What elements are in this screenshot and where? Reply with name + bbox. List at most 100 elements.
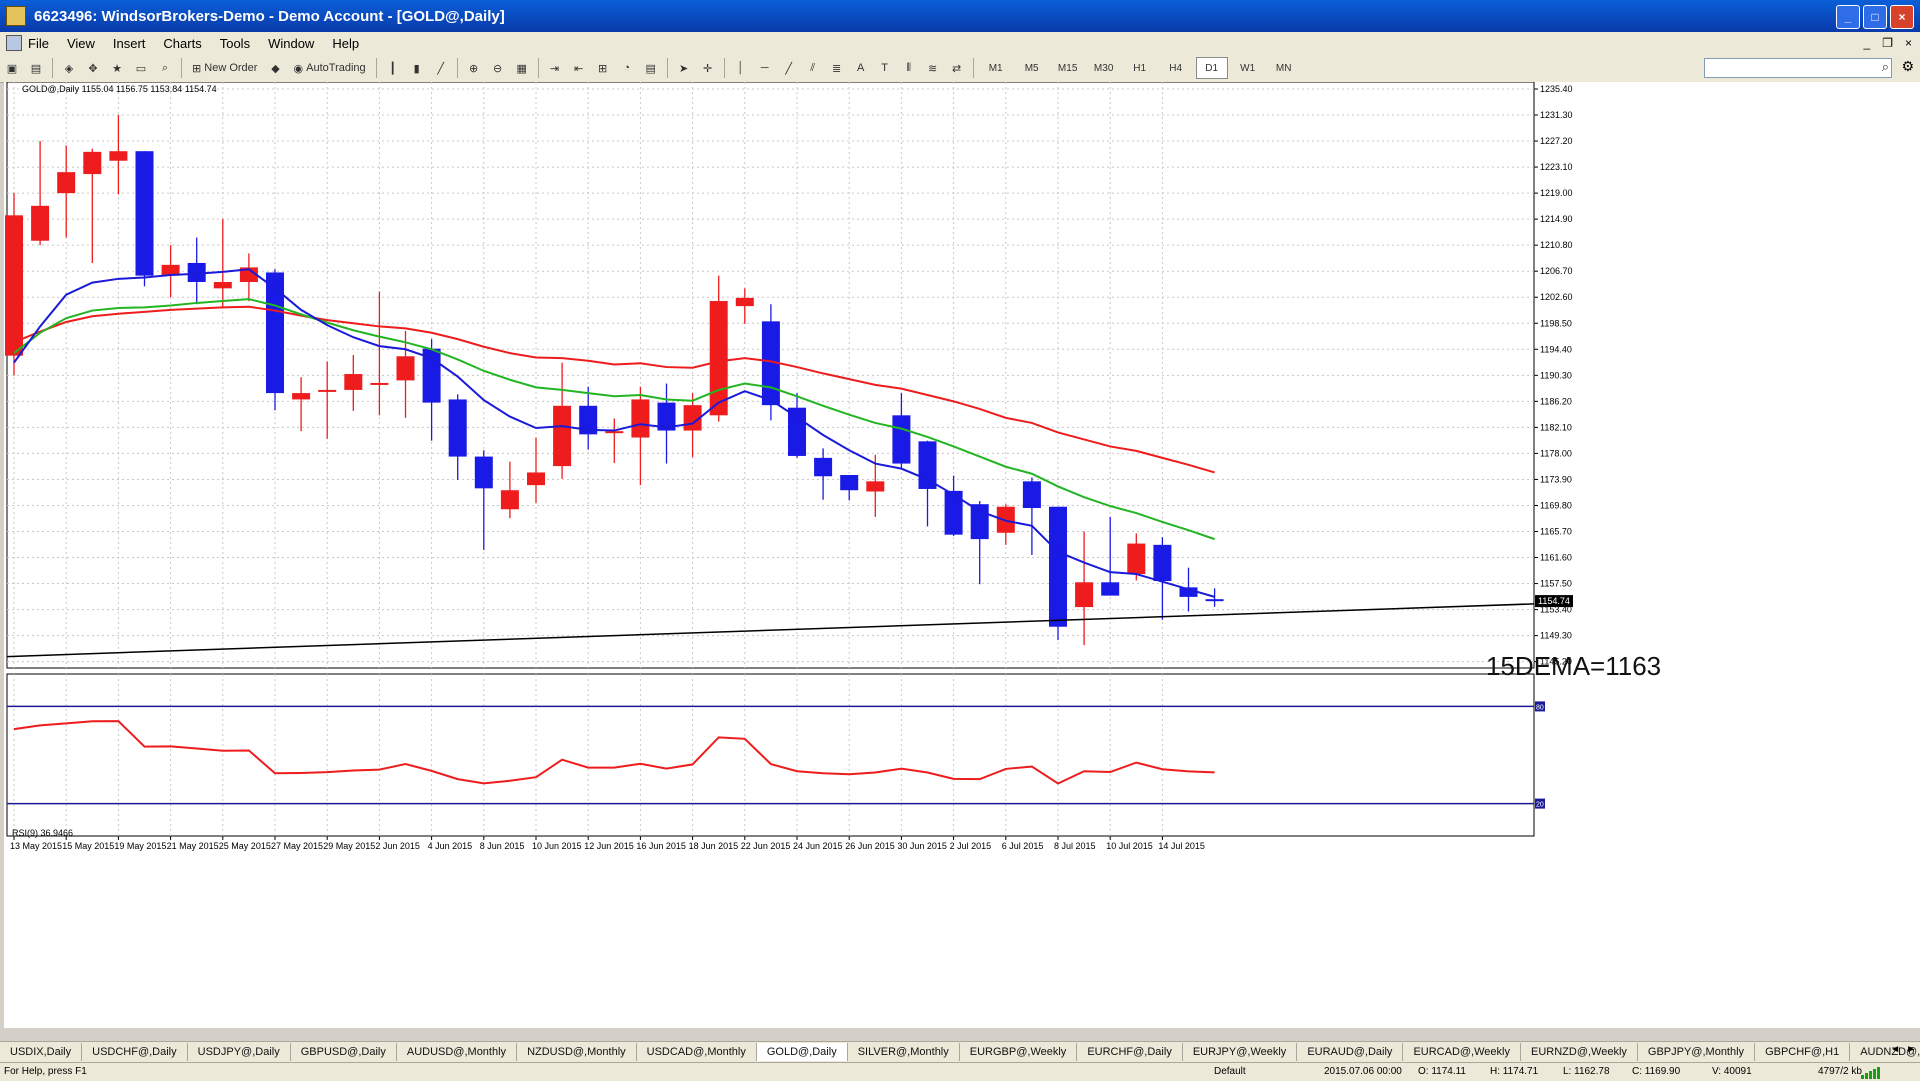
chart-window-icon[interactable] — [6, 35, 22, 51]
chart-tab[interactable]: SILVER@,Monthly — [848, 1043, 960, 1061]
text-icon[interactable]: A — [856, 62, 865, 74]
cursor-icon[interactable]: ➤ — [679, 62, 689, 75]
chart-tab[interactable]: USDCAD@,Monthly — [637, 1043, 757, 1061]
minimize-button[interactable]: _ — [1836, 5, 1860, 29]
chart-tab[interactable]: GBPJPY@,Monthly — [1638, 1043, 1756, 1061]
indicators-icon[interactable]: ⊞ — [598, 62, 608, 75]
status-bar: For Help, press F1 Default 2015.07.06 00… — [0, 1062, 1920, 1081]
fibo-fan-icon[interactable]: ≋ — [928, 62, 938, 75]
templates-icon[interactable]: ▤ — [645, 62, 656, 75]
candle-body — [605, 431, 624, 434]
chart-tab[interactable]: GBPUSD@,Daily — [291, 1043, 397, 1061]
period-m15[interactable]: M15 — [1057, 62, 1078, 74]
chart-tab[interactable]: AUDNZD@,Daily — [1850, 1043, 1920, 1061]
toolbar-separator — [456, 58, 458, 78]
label-icon[interactable]: T — [881, 62, 889, 74]
chart-tab[interactable]: USDCHF@,Daily — [82, 1043, 188, 1061]
chart-tab[interactable]: EURGBP@,Weekly — [960, 1043, 1078, 1061]
menu-view[interactable]: View — [66, 35, 95, 51]
chart-tab[interactable]: EURCAD@,Weekly — [1403, 1043, 1521, 1061]
menu-help[interactable]: Help — [332, 35, 360, 51]
line-chart-icon[interactable]: ╱ — [437, 62, 444, 75]
tab-scroll-arrows[interactable]: ◄ ► — [1890, 1044, 1916, 1055]
tester-icon[interactable]: ⌕ — [161, 61, 169, 74]
date-tick-label: 29 May 2015 — [323, 841, 375, 851]
chart-tab[interactable]: GOLD@,Daily — [756, 1043, 848, 1061]
equidistant-icon[interactable]: ⫽ — [810, 61, 816, 74]
trendline-icon[interactable]: ╱ — [785, 62, 792, 75]
tab-scroll-right-icon[interactable]: ► — [1906, 1044, 1916, 1055]
favorites-icon[interactable]: ★ — [112, 62, 122, 75]
tab-scroll-left-icon[interactable]: ◄ — [1890, 1044, 1901, 1055]
chart-shift-icon[interactable]: ⇥ — [550, 62, 560, 75]
chart-canvas[interactable]: 1235.40 1231.30 1227.20 1223.10 1219.00 1214.… — [4, 81, 1920, 1028]
period-d1[interactable]: D1 — [1195, 57, 1228, 79]
chart-tab[interactable]: AUDUSD@,Monthly — [397, 1043, 518, 1061]
status-close: C: 1169.90 — [1632, 1066, 1681, 1077]
search-icon[interactable]: ⌕ — [1881, 59, 1889, 74]
period-h4[interactable]: H4 — [1169, 62, 1183, 74]
zoom-in-icon[interactable]: ⊕ — [469, 62, 479, 75]
menu-window[interactable]: Window — [268, 35, 315, 51]
maximize-button[interactable]: □ — [1863, 5, 1887, 29]
fibo-icon[interactable]: ≣ — [832, 62, 842, 75]
date-tick-label: 2 Jul 2015 — [950, 841, 992, 851]
crosshair-icon[interactable]: ✛ — [703, 62, 713, 75]
new-chart-icon[interactable]: ▣ — [6, 62, 18, 75]
candle-body — [709, 301, 728, 416]
metaeditor-icon[interactable]: ◆ — [271, 62, 280, 75]
search-input[interactable]: ⌕ — [1704, 58, 1892, 78]
candle-body — [1101, 582, 1120, 596]
settings-icon[interactable]: ⚙ — [1901, 58, 1914, 74]
chart-tab[interactable]: EURJPY@,Weekly — [1183, 1043, 1298, 1061]
chart-tab[interactable]: EURNZD@,Weekly — [1521, 1043, 1638, 1061]
mdi-restore-button[interactable]: ❐ — [1882, 36, 1893, 50]
period-w1[interactable]: W1 — [1240, 62, 1256, 74]
chart-tab[interactable]: EURCHF@,Daily — [1077, 1043, 1183, 1061]
period-mn[interactable]: MN — [1275, 62, 1292, 74]
menu-tools[interactable]: Tools — [219, 35, 251, 51]
period-m30[interactable]: M30 — [1093, 62, 1114, 74]
chart-tab[interactable]: NZDUSD@,Monthly — [517, 1043, 637, 1061]
period-h1[interactable]: H1 — [1133, 62, 1147, 74]
chart-tab[interactable]: USDIX,Daily — [0, 1043, 83, 1061]
date-tick-label: 15 May 2015 — [62, 841, 114, 851]
market-watch-icon[interactable]: ◈ — [64, 62, 74, 75]
chart-tab[interactable]: GBPCHF@,H1 — [1755, 1043, 1851, 1061]
profiles-icon[interactable]: ▤ — [30, 62, 42, 75]
new-order-label: New Order — [204, 62, 258, 74]
menu-bar: File View Insert Charts Tools Window Hel… — [0, 32, 1920, 55]
date-tick-label: 21 May 2015 — [167, 841, 219, 851]
close-button[interactable]: × — [1890, 5, 1914, 29]
candlestick-icon[interactable]: ▮ — [413, 62, 420, 75]
autoscroll-icon[interactable]: ⇤ — [574, 62, 584, 75]
new-order-button[interactable]: ⊞ New Order — [188, 58, 261, 78]
mdi-minimize-button[interactable]: _ — [1863, 36, 1871, 50]
menu-insert[interactable]: Insert — [112, 35, 146, 51]
menu-file[interactable]: File — [28, 35, 49, 51]
mdi-close-button[interactable]: × — [1904, 36, 1912, 50]
terminal-icon[interactable]: ▭ — [135, 62, 147, 75]
candle-body — [553, 405, 572, 467]
chart-window[interactable]: 1235.40 1231.30 1227.20 1223.10 1219.00 1214.… — [4, 81, 1920, 1028]
bar-chart-icon[interactable]: ┃ — [389, 62, 396, 75]
hline-icon[interactable]: ─ — [760, 62, 769, 74]
toolbar-separator — [181, 58, 182, 78]
chart-tab[interactable]: USDJPY@,Daily — [188, 1043, 291, 1061]
gann-icon[interactable]: ⦀ — [906, 61, 912, 74]
tile-icon[interactable]: ▦ — [516, 62, 527, 75]
zoom-out-icon[interactable]: ⊖ — [493, 62, 503, 75]
navigator-icon[interactable]: ✥ — [88, 62, 98, 75]
autotrading-label: AutoTrading — [306, 62, 366, 74]
last-price-marker — [1535, 595, 1573, 608]
period-icon[interactable]: ◔ — [623, 62, 630, 74]
chart-tab[interactable]: EURAUD@,Daily — [1297, 1043, 1404, 1061]
arrows-icon[interactable]: ⇄ — [952, 62, 962, 75]
menu-charts[interactable]: Charts — [163, 35, 202, 51]
autotrading-button[interactable]: ◉ AutoTrading — [289, 58, 369, 78]
period-m1[interactable]: M1 — [988, 62, 1003, 74]
vline-icon[interactable]: │ — [737, 62, 745, 74]
period-m5[interactable]: M5 — [1024, 62, 1039, 74]
dema-annotation: 15DEMA=1163 — [1486, 651, 1661, 681]
price-tick-label: 1198.50 — [1540, 318, 1572, 328]
